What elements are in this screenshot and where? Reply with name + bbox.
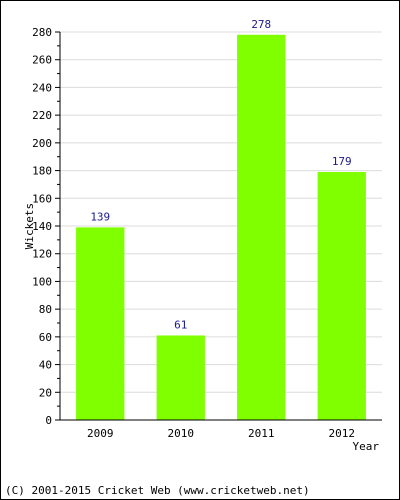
x-tick-label-2012: 2012 <box>329 427 356 440</box>
y-tick-label: 240 <box>32 81 52 94</box>
bar-2011 <box>237 34 286 421</box>
y-tick-label: 80 <box>39 303 52 316</box>
y-tick-label: 180 <box>32 165 52 178</box>
bars <box>76 34 366 421</box>
y-axis-ticks: 0 20 40 60 80 100 120 140 160 180 200 220 240 260 280 <box>32 26 60 427</box>
y-tick-label: 260 <box>32 54 52 67</box>
y-tick-label: 280 <box>32 26 52 39</box>
y-tick-label: 220 <box>32 109 52 122</box>
y-axis-label: Wickets <box>23 203 36 249</box>
value-labels: 139 61 278 179 <box>90 18 351 332</box>
y-tick-label: 200 <box>32 137 52 150</box>
y-tick-label: 20 <box>39 386 52 399</box>
x-tick-label-2009: 2009 <box>87 427 114 440</box>
y-tick-label: 100 <box>32 275 52 288</box>
bar-2009 <box>76 227 125 420</box>
x-axis-label: Year <box>353 440 380 453</box>
value-label-2010: 61 <box>174 318 187 331</box>
value-label-2012: 179 <box>332 155 352 168</box>
x-tick-label-2011: 2011 <box>248 427 275 440</box>
value-label-2011: 278 <box>251 18 271 31</box>
bar-2010 <box>156 335 205 420</box>
value-label-2009: 139 <box>90 210 110 223</box>
footer-copyright: (C) 2001-2015 Cricket Web (www.cricketwe… <box>5 484 310 497</box>
y-tick-label: 120 <box>32 248 52 261</box>
y-tick-label: 160 <box>32 192 52 205</box>
x-axis-ticks: 2009 2010 2011 2012 <box>87 427 355 440</box>
y-tick-label: 140 <box>32 220 52 233</box>
y-tick-label: 0 <box>45 414 52 427</box>
x-tick-label-2010: 2010 <box>168 427 195 440</box>
y-tick-label: 60 <box>39 331 52 344</box>
bar-2012 <box>317 171 366 420</box>
y-tick-label: 40 <box>39 359 52 372</box>
